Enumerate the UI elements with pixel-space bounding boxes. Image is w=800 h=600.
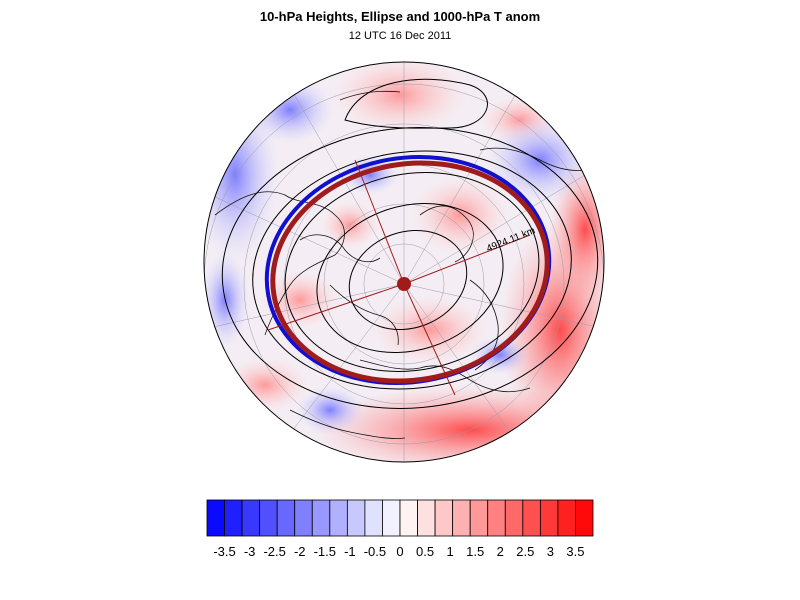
colorbar-cell [557,499,576,537]
colorbar-tick-label: 3 [547,544,554,559]
colorbar-cell [504,499,524,537]
colorbar-cell [329,499,348,537]
colorbar-tick-label: 1.5 [466,544,484,559]
colorbar-cell [259,499,278,537]
colorbar-cell [575,499,594,537]
colorbar-tick-label: -3.5 [213,544,235,559]
colorbar-tick-label: -2.5 [263,544,285,559]
colorbar-tick-label: -0.5 [364,544,386,559]
colorbar-tick-label: -1 [344,544,356,559]
colorbar-cell [276,499,296,537]
colorbar-cell [311,499,331,537]
colorbar-cell [487,499,506,537]
colorbar-cell [522,499,541,537]
colorbar-cell [346,499,366,537]
map-title: 10-hPa Heights, Ellipse and 1000-hPa T a… [259,9,541,24]
colorbar-cell [382,499,401,537]
colorbar-cell [224,499,243,537]
colorbar-cell [452,499,471,537]
temperature-anomaly-field [204,62,604,462]
colorbar-cell [434,499,454,537]
colorbar-tick-label: 0 [396,544,403,559]
colorbar-labels: -3.5 -3 -2.5 -2 -1.5 -1 -0.5 0 0.5 1 1.5 2 2.5 3 3.5 [213,544,584,559]
colorbar-tick-label: -1.5 [314,544,336,559]
colorbar-tick-label: 3.5 [566,544,584,559]
colorbar-cell [469,499,489,537]
globe-outline [203,61,605,463]
colorbar-tick-label: 2.5 [516,544,534,559]
ellipse-axes [267,159,531,396]
height-contours [221,78,599,409]
colorbar-cell [539,499,559,537]
colorbar-cell [399,499,418,537]
colorbar-tick-label: -3 [244,544,256,559]
colorbar-cell [206,499,225,537]
colorbar-cells [206,499,594,537]
colorbar-tick-label: 2 [497,544,504,559]
ellipse-center-marker [397,277,411,291]
colorbar-cell [294,499,313,537]
colorbar-cell [417,499,436,537]
colorbar-tick-label: -2 [294,544,306,559]
colorbar-cell [241,499,261,537]
fitted-ellipse [270,160,550,384]
colorbar-cell [364,499,383,537]
map-subtitle: 12 UTC 16 Dec 2011 [348,30,452,42]
colorbar-tick-label: 1 [447,544,454,559]
colorbar-tick-label: 0.5 [416,544,434,559]
